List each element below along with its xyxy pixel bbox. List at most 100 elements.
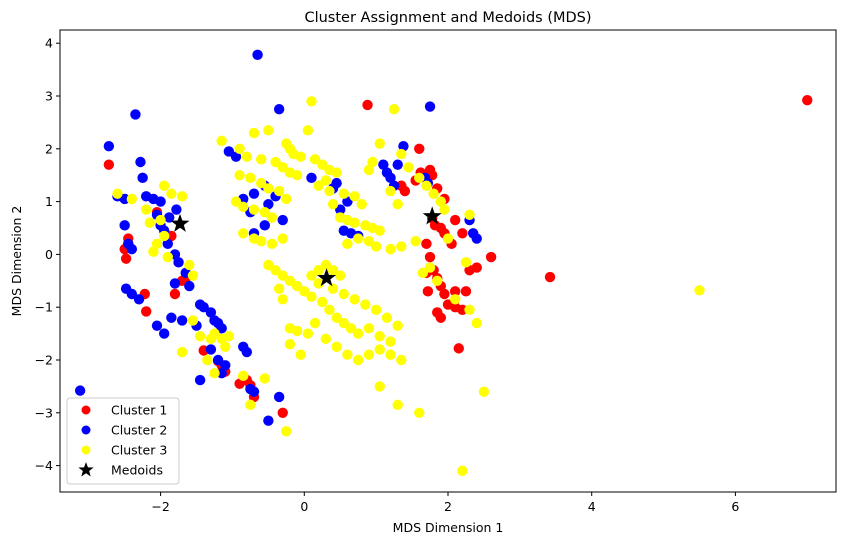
point-cluster-3 — [270, 265, 281, 276]
point-cluster-2 — [306, 172, 317, 184]
y-tick-label: −3 — [35, 405, 53, 420]
point-cluster-3 — [266, 212, 278, 223]
medoid-star — [170, 213, 190, 232]
point-cluster-1 — [103, 159, 115, 170]
data-points — [74, 49, 813, 477]
point-cluster-2 — [166, 312, 177, 323]
point-cluster-2 — [277, 214, 288, 226]
point-cluster-3 — [306, 291, 317, 302]
y-tick-label: −1 — [35, 300, 53, 315]
point-cluster-3 — [255, 154, 267, 165]
point-cluster-3 — [388, 104, 400, 115]
point-cluster-2 — [133, 294, 145, 305]
point-cluster-3 — [259, 373, 270, 384]
point-cluster-3 — [374, 225, 385, 236]
point-cluster-3 — [374, 138, 385, 149]
point-cluster-3 — [694, 285, 705, 296]
medoid-star — [422, 206, 442, 225]
point-cluster-3 — [385, 336, 396, 347]
point-cluster-3 — [266, 238, 278, 250]
point-cluster-3 — [392, 199, 403, 210]
point-cluster-3 — [126, 193, 138, 205]
point-cluster-3 — [255, 236, 267, 247]
point-cluster-2 — [126, 288, 138, 300]
point-cluster-2 — [169, 278, 181, 289]
point-cluster-2 — [216, 323, 227, 334]
point-cluster-3 — [187, 270, 199, 281]
point-cluster-3 — [194, 331, 206, 342]
point-cluster-3 — [414, 172, 425, 184]
point-cluster-3 — [327, 265, 339, 276]
point-cluster-3 — [478, 386, 490, 397]
point-cluster-2 — [263, 199, 274, 210]
point-cluster-3 — [141, 204, 152, 215]
point-cluster-3 — [338, 288, 350, 300]
point-cluster-3 — [385, 349, 396, 360]
point-cluster-3 — [342, 238, 353, 250]
point-cluster-3 — [338, 317, 350, 329]
point-cluster-2 — [248, 188, 260, 199]
legend-box — [66, 397, 180, 485]
point-cluster-2 — [176, 315, 188, 326]
point-cluster-2 — [230, 151, 242, 162]
legend-marker-medoids — [78, 462, 94, 477]
y-tick-label: −4 — [35, 458, 53, 473]
point-cluster-3 — [320, 175, 332, 186]
point-cluster-3 — [342, 349, 353, 360]
point-cluster-2 — [158, 328, 170, 339]
point-cluster-2 — [273, 391, 285, 403]
point-cluster-1 — [439, 288, 450, 300]
chart-title: Cluster Assignment and Medoids (MDS) — [304, 10, 591, 26]
point-cluster-2 — [248, 386, 260, 397]
x-tick-label: 2 — [444, 499, 452, 514]
point-cluster-3 — [158, 180, 170, 191]
point-cluster-2 — [171, 204, 182, 215]
point-cluster-2 — [135, 156, 146, 168]
point-cluster-3 — [385, 243, 396, 255]
point-cluster-3 — [184, 259, 195, 271]
point-cluster-3 — [263, 183, 274, 194]
point-cluster-3 — [352, 233, 364, 244]
point-cluster-2 — [392, 159, 403, 170]
point-cluster-3 — [302, 125, 314, 136]
point-cluster-3 — [414, 407, 425, 418]
y-tick-label: 4 — [45, 36, 53, 51]
point-cluster-3 — [363, 236, 375, 247]
point-cluster-3 — [291, 170, 303, 181]
point-cluster-3 — [277, 162, 288, 173]
point-cluster-3 — [421, 180, 432, 191]
point-cluster-3 — [360, 299, 371, 310]
point-cluster-3 — [374, 381, 385, 392]
point-cluster-3 — [209, 368, 220, 379]
point-cluster-1 — [485, 251, 497, 263]
point-cluster-3 — [306, 270, 317, 281]
point-cluster-3 — [273, 185, 285, 197]
point-cluster-1 — [449, 214, 461, 226]
y-tick-label: 2 — [45, 141, 53, 156]
point-cluster-3 — [277, 294, 288, 305]
point-cluster-2 — [424, 101, 436, 112]
point-cluster-3 — [306, 96, 317, 107]
point-cluster-3 — [144, 217, 156, 228]
point-cluster-2 — [398, 140, 409, 152]
point-cluster-3 — [220, 341, 231, 352]
point-cluster-3 — [299, 286, 310, 297]
point-cluster-3 — [309, 154, 321, 165]
point-cluster-1 — [399, 185, 411, 197]
point-cluster-3 — [216, 135, 227, 147]
point-cluster-3 — [324, 185, 335, 197]
legend-marker-cluster-1 — [81, 405, 91, 415]
point-cluster-3 — [313, 278, 324, 289]
point-cluster-3 — [245, 172, 256, 184]
legend-marker-cluster-3 — [81, 445, 91, 455]
point-cluster-3 — [424, 262, 436, 273]
point-cluster-1 — [460, 286, 472, 297]
point-cluster-3 — [313, 180, 324, 191]
point-cluster-3 — [284, 323, 296, 334]
point-cluster-3 — [327, 283, 339, 294]
point-cluster-3 — [327, 199, 339, 210]
point-cluster-3 — [277, 233, 288, 244]
point-cluster-3 — [396, 241, 407, 252]
point-cluster-3 — [471, 317, 482, 329]
point-cluster-2 — [205, 307, 217, 318]
